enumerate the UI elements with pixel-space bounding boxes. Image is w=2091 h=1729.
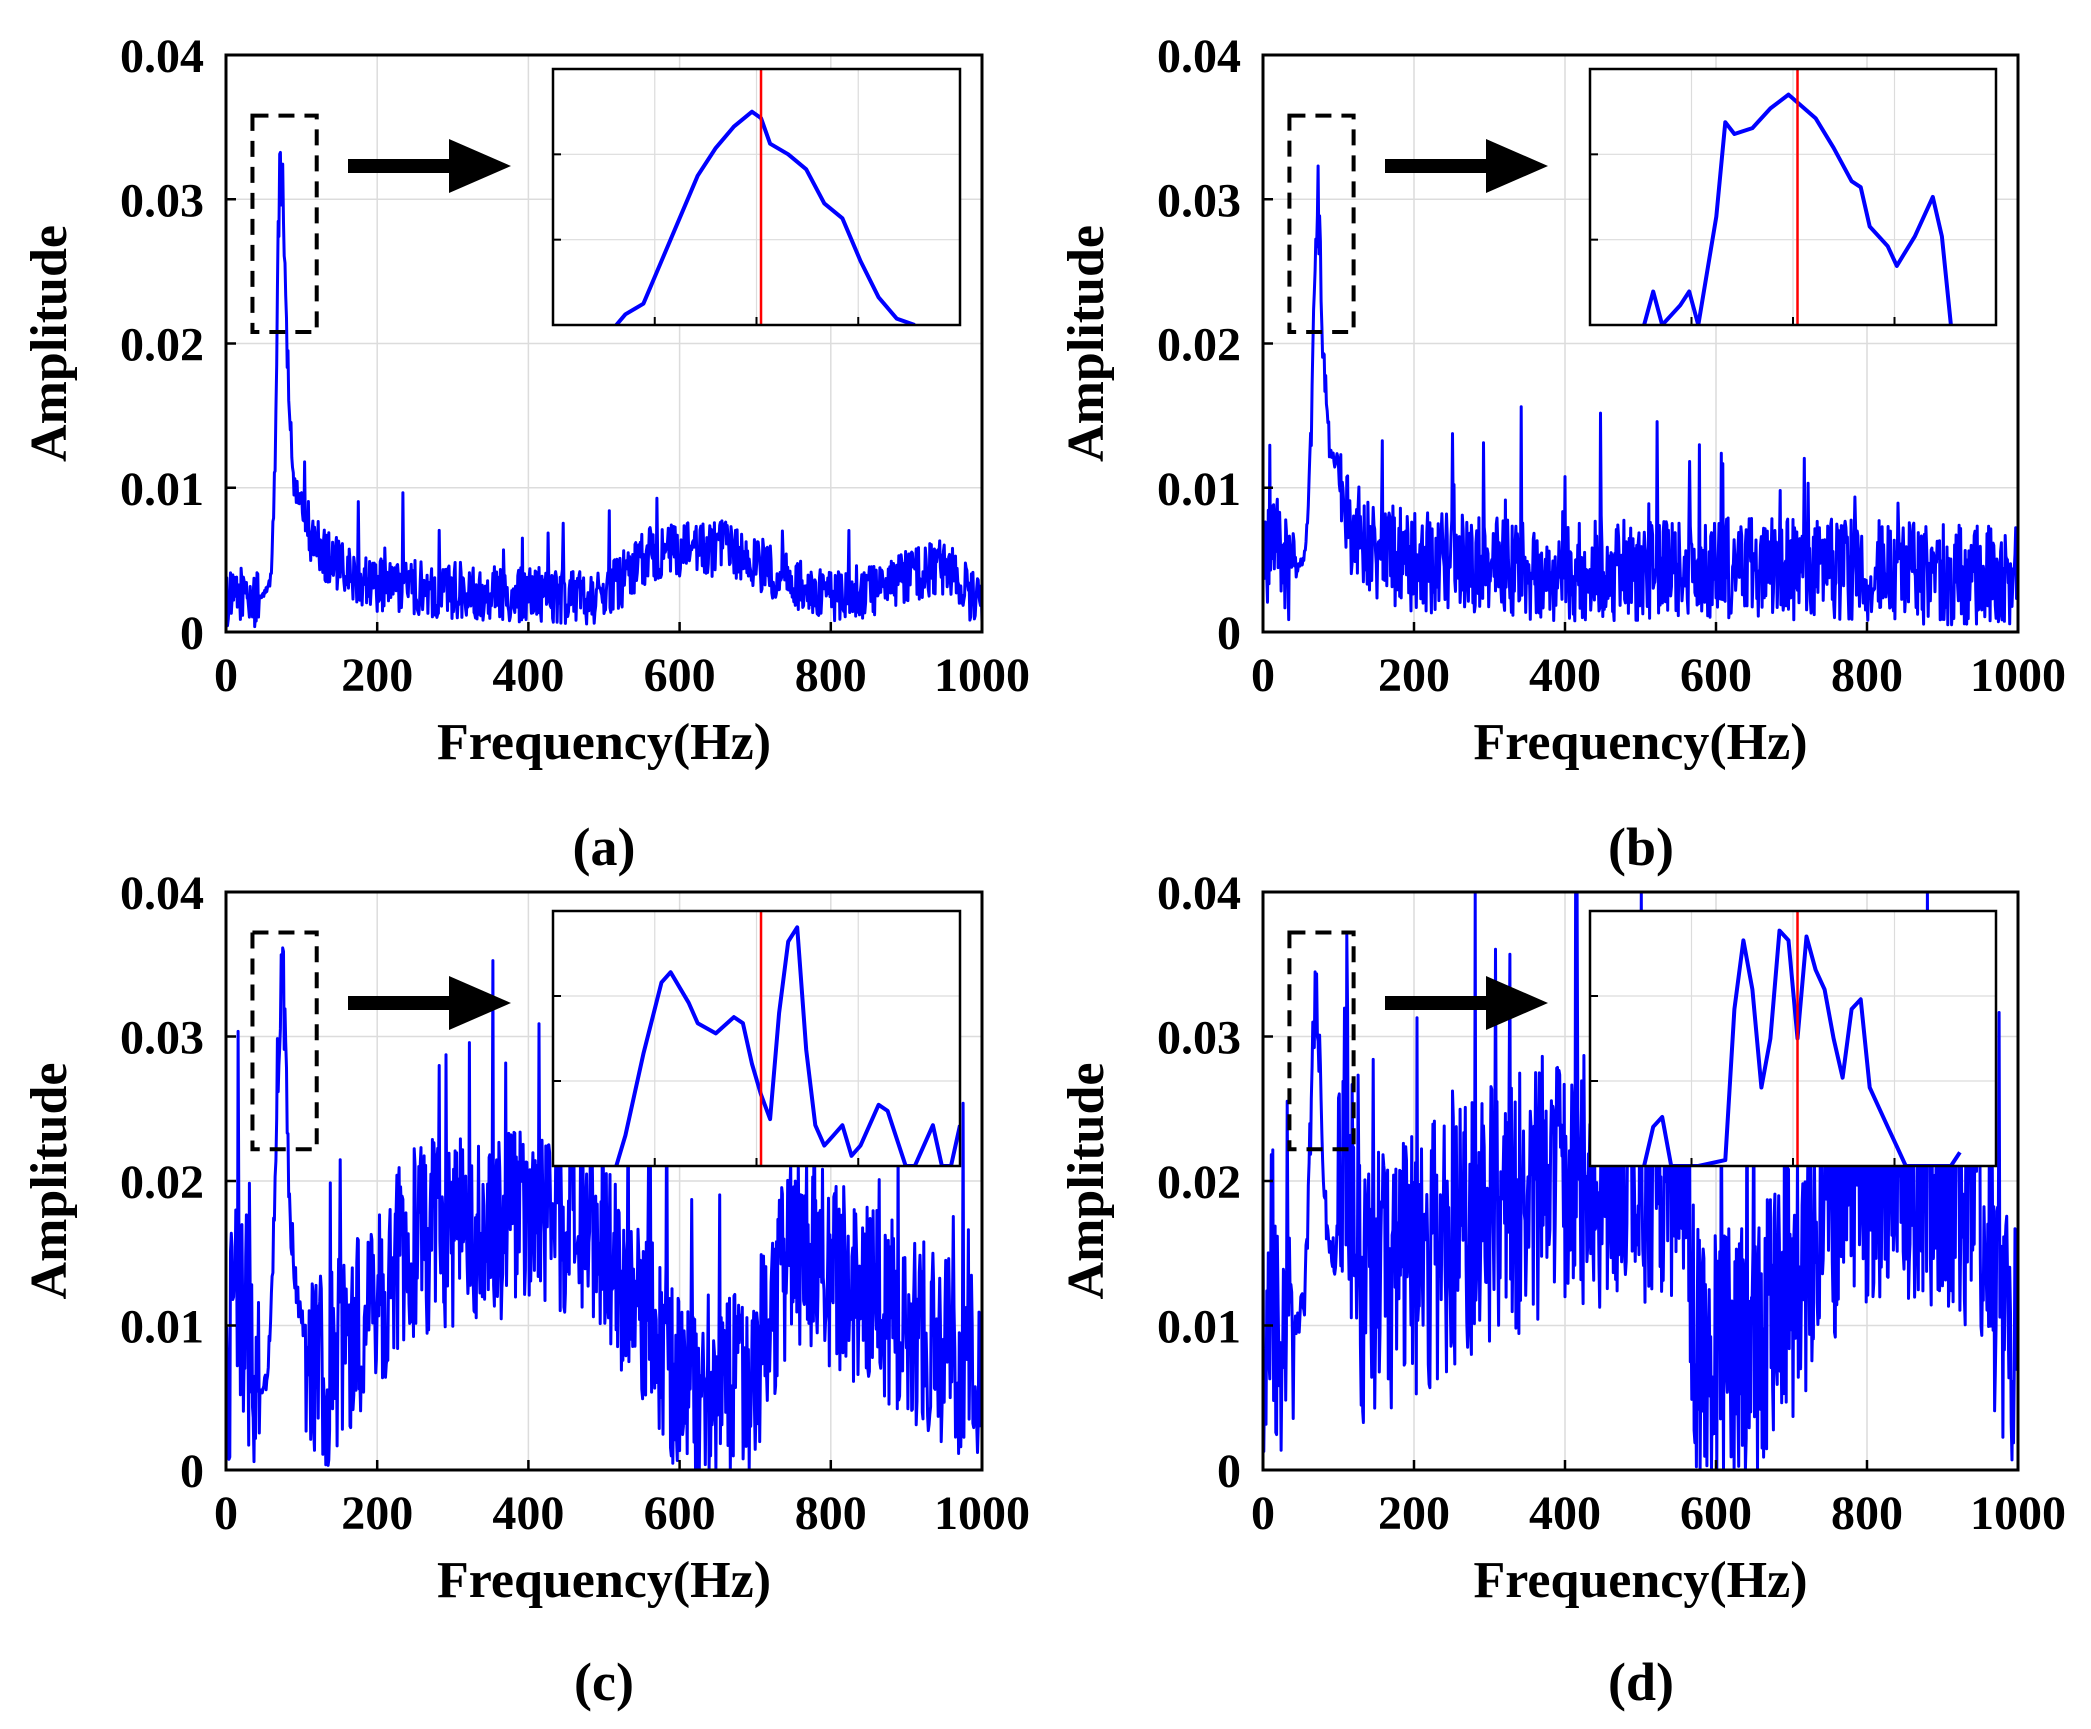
y-tick-label: 0.01 (120, 1301, 204, 1354)
y-axis-label: Amplitude (21, 1063, 78, 1300)
panel-d: 0 200 400 600 800 1000 0 0.01 0.02 0.03 0.04 Freque… (1058, 867, 2066, 1712)
inset-spectrum-line (1642, 928, 1962, 1166)
x-tick-label: 1000 (934, 649, 1030, 702)
arrow-head (449, 976, 511, 1030)
y-tick-label: 0 (1217, 607, 1241, 660)
zoom-region-box (1287, 930, 1356, 1152)
arrow-head (449, 139, 511, 193)
x-tick-label: 600 (1680, 1487, 1752, 1540)
y-tick-label: 0.01 (1157, 463, 1241, 516)
zoom-region-box (1287, 113, 1356, 334)
panel-a: 0 200 400 600 800 1000 0 0.01 0.02 0.03 0.04 Freque… (21, 30, 1030, 877)
spectrum-line (226, 150, 982, 629)
y-tick-label: 0.01 (120, 463, 204, 516)
y-tick-label: 0.02 (120, 319, 204, 372)
x-tick-label: 600 (1680, 649, 1752, 702)
x-tick-label: 800 (1831, 1487, 1903, 1540)
x-tick-label: 400 (492, 1487, 564, 1540)
y-tick-label: 0.02 (1157, 1156, 1241, 1209)
panel-label: (c) (574, 1652, 634, 1712)
x-axis-label: Frequency(Hz) (437, 714, 771, 771)
x-tick-label: 200 (1378, 1487, 1450, 1540)
y-axis-label: Amplitude (1058, 1063, 1115, 1300)
zoom-region-box (250, 930, 319, 1152)
panel-label: (b) (1608, 817, 1674, 877)
y-tick-label: 0.04 (120, 30, 204, 83)
y-tick-label: 0.02 (120, 1156, 204, 1209)
inset-spectrum-line (1642, 92, 1953, 325)
zoom-inset (551, 67, 962, 327)
x-tick-label: 0 (1251, 1487, 1275, 1540)
x-tick-label: 600 (644, 1487, 716, 1540)
panel-label: (d) (1608, 1652, 1674, 1712)
x-axis-label: Frequency(Hz) (1473, 714, 1807, 771)
zoom-inset (1588, 67, 1998, 327)
x-tick-label: 800 (795, 1487, 867, 1540)
x-tick-label: 1000 (1970, 649, 2066, 702)
zoom-inset (551, 909, 962, 1168)
x-axis-label: Frequency(Hz) (1473, 1552, 1807, 1609)
spectrum-line (226, 946, 982, 1470)
x-tick-label: 600 (644, 649, 716, 702)
x-tick-label: 400 (1529, 649, 1601, 702)
x-tick-label: 200 (341, 649, 413, 702)
y-tick-label: 0.04 (120, 867, 204, 920)
y-tick-label: 0.02 (1157, 319, 1241, 372)
panel-label: (a) (573, 817, 636, 877)
zoom-inset (1588, 909, 1998, 1168)
y-axis-label: Amplitude (1058, 225, 1115, 462)
y-tick-label: 0.03 (1157, 1012, 1241, 1065)
x-tick-label: 200 (1378, 649, 1450, 702)
x-tick-label: 0 (214, 649, 238, 702)
arrow-head (1486, 976, 1548, 1030)
inset-spectrum-line (614, 925, 960, 1166)
x-tick-label: 400 (492, 649, 564, 702)
y-tick-label: 0.01 (1157, 1301, 1241, 1354)
x-axis-label: Frequency(Hz) (437, 1552, 771, 1609)
y-tick-label: 0 (1217, 1445, 1241, 1498)
y-tick-label: 0 (180, 607, 204, 660)
x-tick-label: 200 (341, 1487, 413, 1540)
x-tick-label: 800 (1831, 649, 1903, 702)
x-tick-label: 0 (214, 1487, 238, 1540)
panel-b: 0 200 400 600 800 1000 0 0.01 0.02 0.03 0.04 Freque… (1058, 30, 2066, 877)
x-tick-label: 1000 (1970, 1487, 2066, 1540)
panel-c: 0 200 400 600 800 1000 0 0.01 0.02 0.03 0.04 Freque… (21, 867, 1030, 1712)
y-tick-label: 0 (180, 1445, 204, 1498)
spectrum-line (1263, 164, 2018, 627)
y-tick-label: 0.03 (120, 174, 204, 227)
zoom-region-box (250, 113, 319, 334)
x-tick-label: 1000 (934, 1487, 1030, 1540)
y-axis-label: Amplitude (21, 225, 78, 462)
y-tick-label: 0.04 (1157, 867, 1241, 920)
y-tick-label: 0.03 (1157, 174, 1241, 227)
y-tick-label: 0.04 (1157, 30, 1241, 83)
y-tick-label: 0.03 (120, 1012, 204, 1065)
x-tick-label: 400 (1529, 1487, 1601, 1540)
x-tick-label: 0 (1251, 649, 1275, 702)
arrow-head (1486, 139, 1548, 193)
x-tick-label: 800 (795, 649, 867, 702)
